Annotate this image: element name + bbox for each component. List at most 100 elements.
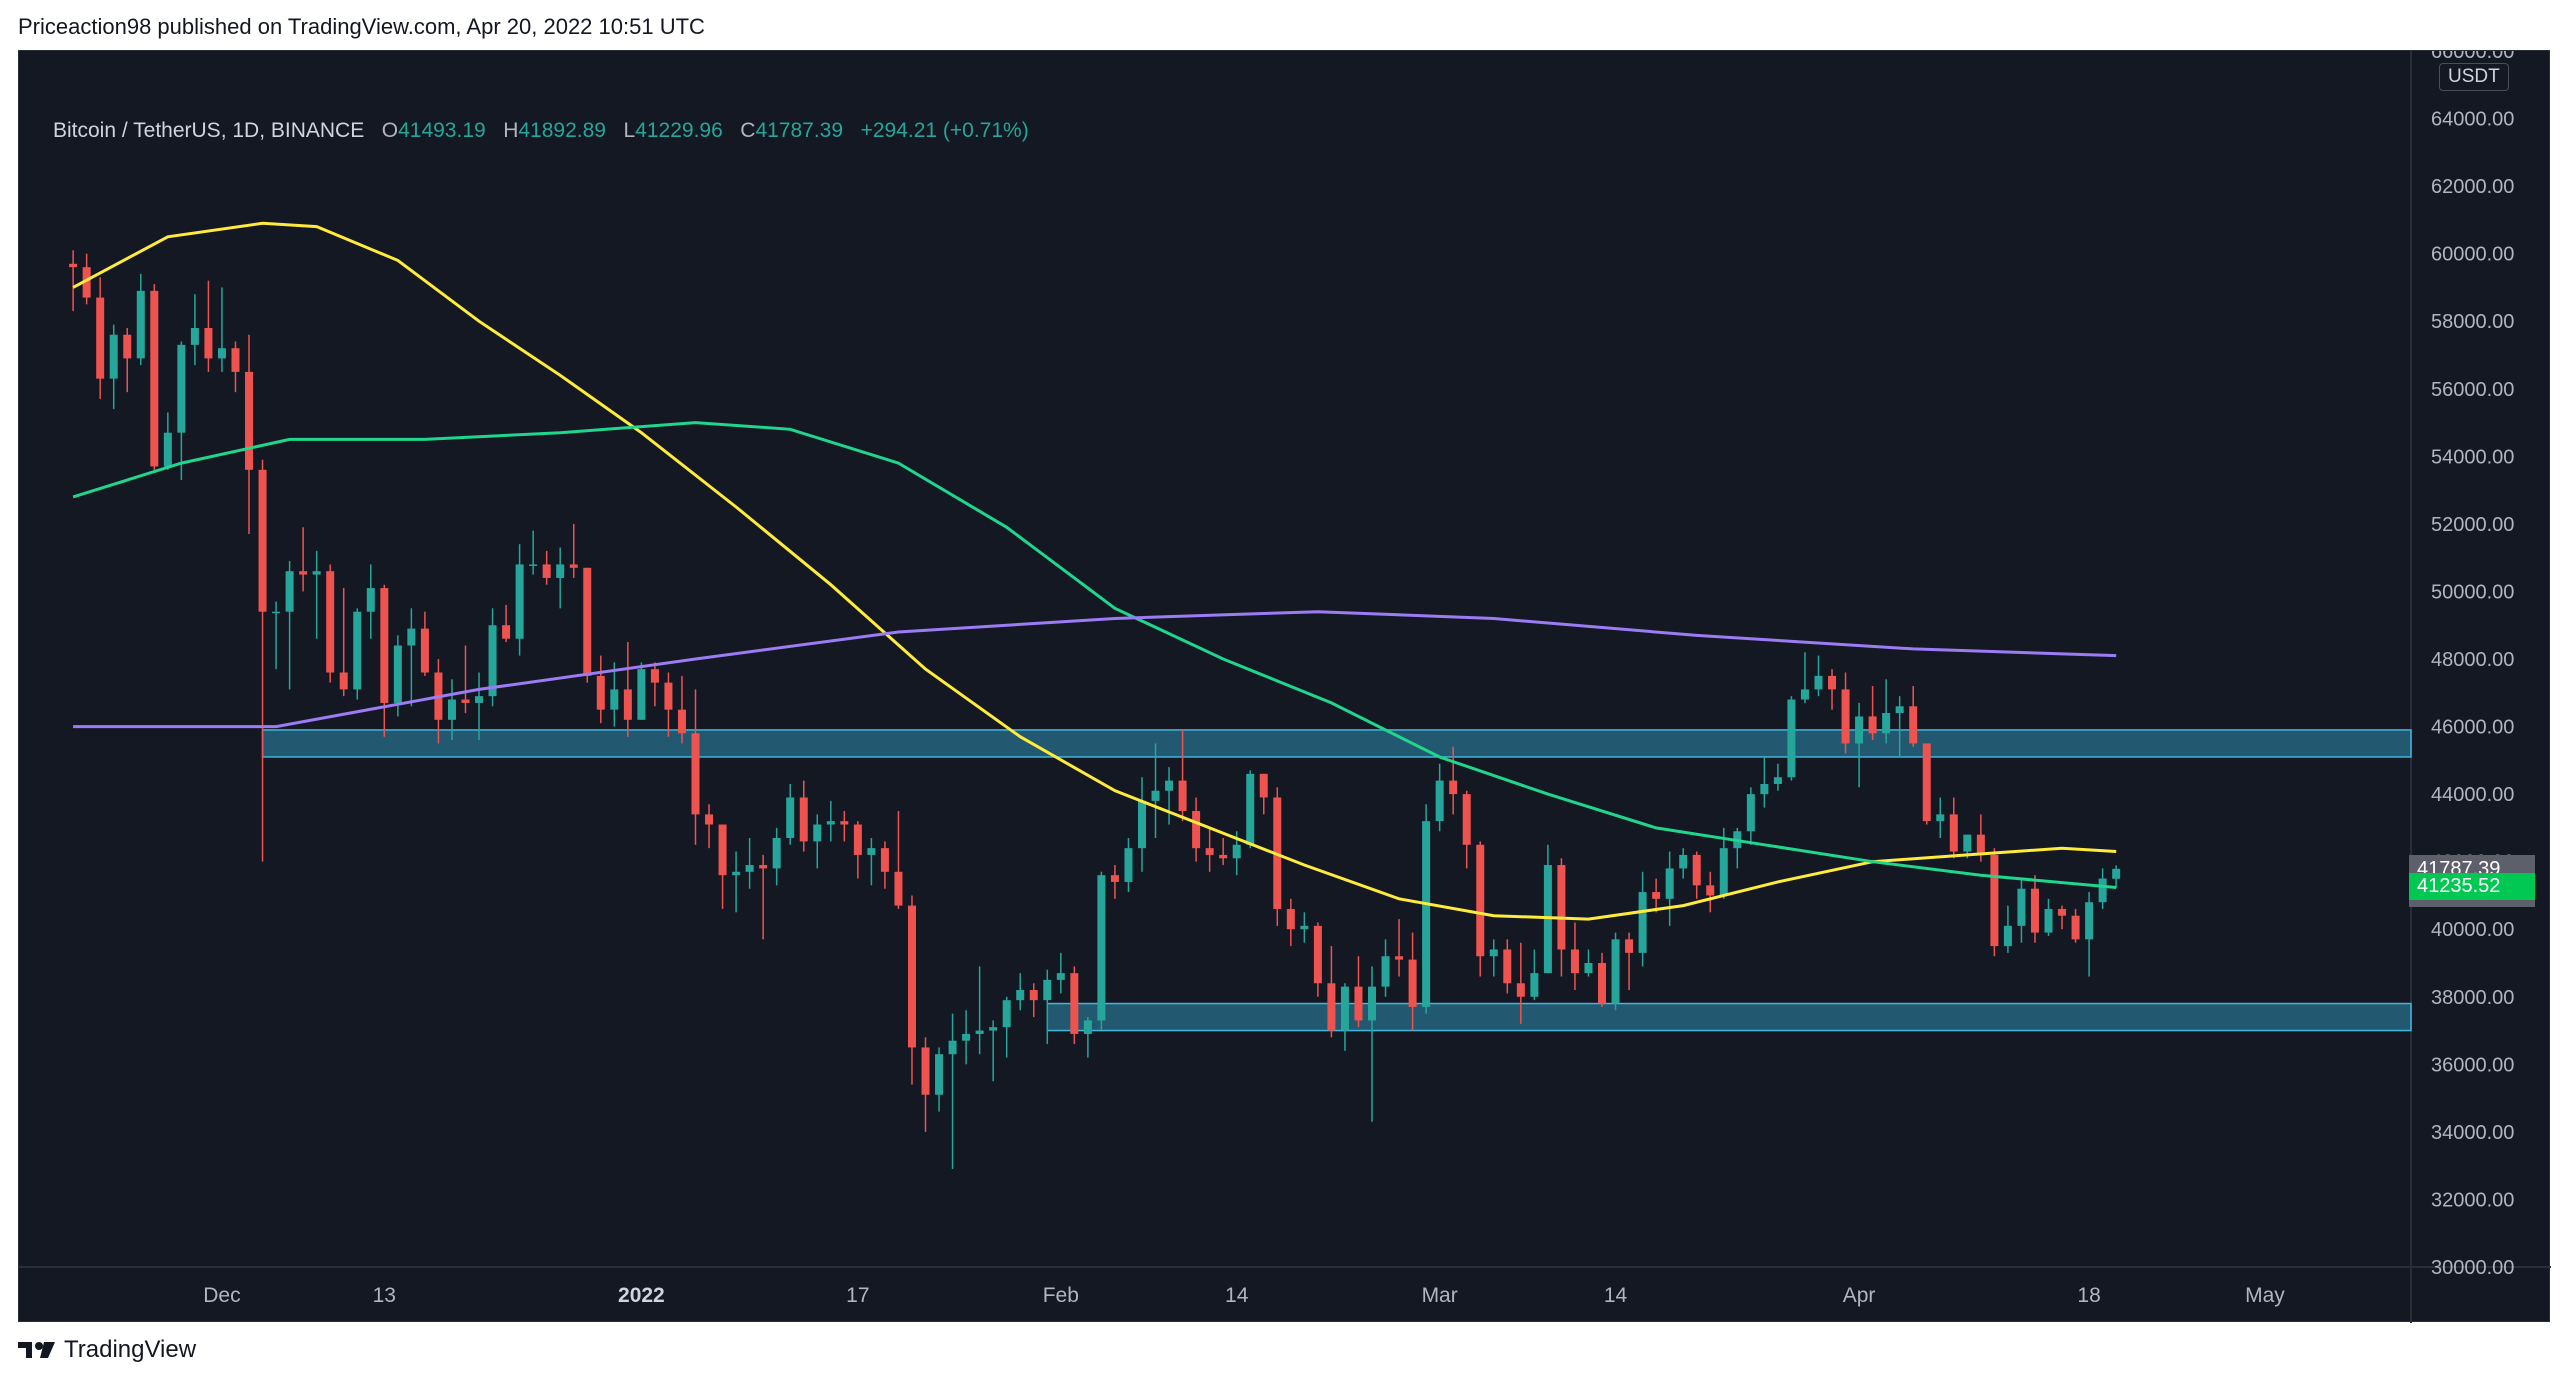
candle-body — [596, 675, 605, 710]
candle-body — [2017, 888, 2026, 926]
symbol-legend: Bitcoin / TetherUS, 1D, BINANCE O41493.1… — [53, 119, 1029, 143]
zone-rect-1 — [1046, 1002, 2412, 1032]
candle-body — [475, 696, 484, 703]
candle-body — [813, 824, 822, 842]
candle-body — [1327, 983, 1336, 1031]
x-tick-label: 14 — [1225, 1284, 1249, 1307]
candle-body — [1936, 814, 1945, 822]
candle-body — [759, 865, 768, 869]
candle-body — [799, 797, 808, 842]
candle-body — [1638, 892, 1647, 953]
candle-body — [1868, 716, 1877, 734]
candle-body — [217, 348, 226, 359]
candle-body — [1137, 800, 1146, 849]
candle-body — [1340, 986, 1349, 1031]
candle-body — [1652, 892, 1661, 899]
candle-body — [2098, 878, 2107, 903]
candle-body — [637, 669, 646, 720]
candle-body — [542, 564, 551, 578]
candle-body — [826, 821, 835, 825]
candle-body — [2044, 908, 2053, 933]
y-tick-label: 38000.00 — [2431, 987, 2514, 1009]
candle-body — [840, 821, 849, 825]
candle-body — [1611, 939, 1620, 1004]
candle-body — [1598, 963, 1607, 1004]
candle-body — [1232, 844, 1241, 859]
x-tick-label: Feb — [1043, 1284, 1079, 1307]
candle-body — [529, 564, 538, 566]
currency-badge[interactable]: USDT — [2439, 63, 2509, 91]
candle-body — [339, 672, 348, 690]
candle-body — [935, 1054, 944, 1095]
zone-rect-0 — [261, 729, 2412, 758]
candle-body — [1259, 773, 1268, 798]
candle-body — [610, 689, 619, 710]
x-tick-label: Dec — [203, 1284, 240, 1307]
y-tick-label: 44000.00 — [2431, 784, 2514, 806]
candle-body — [150, 290, 159, 467]
y-tick-label: 40000.00 — [2431, 919, 2514, 941]
candle-body — [962, 1033, 971, 1041]
candle-body — [380, 588, 389, 703]
published-byline: Priceaction98 published on TradingView.c… — [18, 14, 705, 39]
candlestick-chart[interactable]: 30000.00 32000.00 34000.00 36000.00 38000.00… — [19, 51, 2551, 1323]
candle-body — [1192, 811, 1201, 849]
candle-body — [1056, 973, 1065, 980]
y-tick-label: 46000.00 — [2431, 717, 2514, 739]
candle-body — [880, 848, 889, 872]
x-tick-label: 13 — [373, 1284, 396, 1307]
candle-body — [2112, 868, 2121, 879]
candle-body — [677, 709, 686, 734]
candle-body — [366, 588, 375, 612]
candle-body — [109, 334, 118, 379]
candle-body — [136, 290, 145, 359]
candle-body — [1773, 777, 1782, 784]
candle-body — [163, 432, 172, 467]
candle-body — [407, 628, 416, 646]
tradingview-logo[interactable]: TradingView — [18, 1336, 196, 1364]
x-tick-label: 14 — [1604, 1284, 1628, 1307]
candle-body — [583, 567, 592, 676]
candle-body — [1625, 939, 1634, 953]
candle-body — [1354, 986, 1363, 1021]
candle-body — [123, 334, 132, 359]
candle-body — [515, 564, 524, 639]
y-tick-label: 50000.00 — [2431, 581, 2514, 603]
candle-body — [705, 814, 714, 825]
candle-body — [420, 628, 429, 673]
candle-body — [1503, 949, 1512, 984]
candle-body — [2058, 908, 2067, 916]
y-tick-label: 54000.00 — [2431, 446, 2514, 468]
candle-body — [258, 469, 267, 612]
candle-body — [1719, 848, 1728, 896]
candle-body — [1205, 848, 1214, 855]
x-tick-label: May — [2245, 1284, 2285, 1307]
candle-body — [1381, 956, 1390, 987]
candle-body — [1016, 990, 1025, 1001]
candle-body — [1368, 986, 1376, 1021]
y-tick-label: 60000.00 — [2431, 244, 2514, 266]
candle-body — [231, 348, 240, 372]
moving-average-green — [72, 421, 2117, 889]
candle-body — [1124, 848, 1133, 882]
high-value: 41892.89 — [518, 119, 606, 142]
candle-body — [1990, 854, 1999, 947]
candle-body — [664, 682, 673, 710]
candle-body — [312, 571, 321, 575]
candle-body — [272, 611, 281, 614]
candle-body — [732, 871, 741, 876]
candle-body — [1151, 790, 1160, 801]
candle-body — [1800, 689, 1809, 700]
candle-body — [177, 344, 186, 433]
candle-body — [82, 267, 91, 298]
candle-body — [569, 564, 578, 568]
candle-body — [989, 1027, 998, 1031]
candle-body — [2071, 915, 2080, 940]
candle-body — [1679, 854, 1688, 869]
candle-body — [1083, 1020, 1092, 1034]
chart-panel[interactable]: 30000.00 32000.00 34000.00 36000.00 38000.00… — [18, 50, 2551, 1323]
candle-body — [245, 371, 254, 470]
candle-body — [1476, 844, 1485, 957]
candle-body — [1570, 949, 1579, 974]
candle-body — [948, 1040, 957, 1055]
